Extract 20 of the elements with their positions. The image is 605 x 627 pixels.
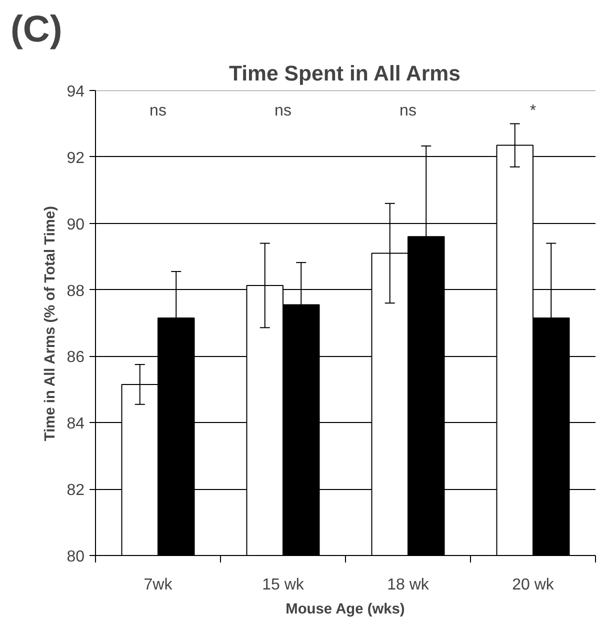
- y-axis-title: Time in All Arms (% of Total Time): [42, 206, 59, 442]
- x-tick-label: 15 wk: [262, 576, 305, 594]
- annotation: ns: [150, 102, 166, 120]
- y-tick-label: 88: [66, 282, 85, 300]
- y-tick-label: 90: [66, 216, 85, 234]
- y-tick-label: 86: [66, 349, 85, 366]
- annotation: ns: [274, 102, 292, 120]
- text: (C): [10, 8, 62, 50]
- x-tick-label: 7wk: [144, 576, 174, 594]
- x-tick-label: 20 wk: [512, 576, 555, 594]
- x-tick-label: 18 wk: [387, 576, 430, 594]
- y-tick-label: 80: [66, 548, 85, 566]
- chart-title: Time Spent in All Arms: [228, 62, 460, 86]
- y-tick-label: 84: [66, 416, 85, 433]
- x-axis-title: Mouse Age (wks): [286, 602, 405, 618]
- y-tick-label: 82: [66, 482, 85, 500]
- y-tick-label: 94: [66, 84, 85, 100]
- annotation: ns: [400, 102, 416, 120]
- annotation: *: [530, 102, 536, 120]
- y-tick-label: 92: [66, 150, 85, 167]
